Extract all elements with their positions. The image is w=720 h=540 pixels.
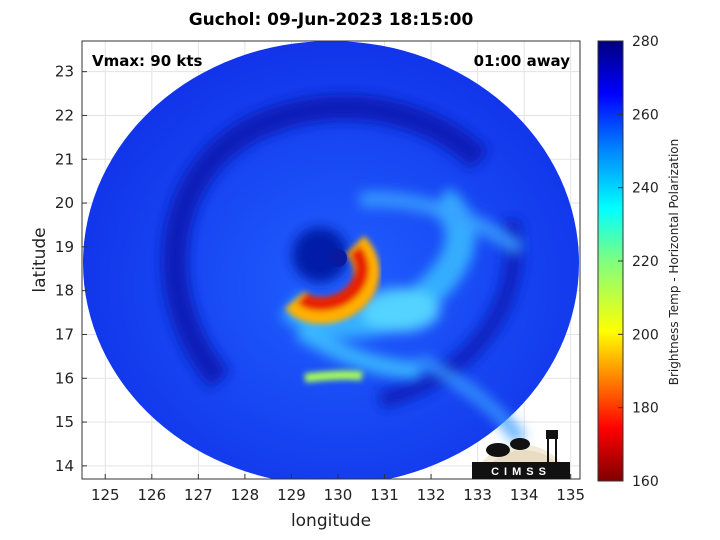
- y-tick-label: 14: [55, 457, 74, 475]
- colorbar: 160 180 200 220 240 260 280: [597, 34, 659, 490]
- microwave-swath: [83, 41, 579, 479]
- colorbar-tick-label: 180: [632, 401, 659, 417]
- y-axis-label: latitude: [30, 227, 50, 293]
- storm-eye: [329, 249, 347, 267]
- x-tick-label: 133: [463, 486, 492, 504]
- cimss-logo-text: CIMSS: [491, 466, 551, 478]
- y-tick-label: 20: [55, 194, 74, 212]
- x-tick-label: 134: [510, 486, 539, 504]
- x-tick-label: 131: [370, 486, 399, 504]
- colorbar-tick-label: 240: [632, 181, 659, 197]
- vmax-annotation: Vmax: 90 kts: [92, 52, 203, 70]
- eyewall: [285, 235, 380, 383]
- x-tick-label: 130: [324, 486, 353, 504]
- axes-frame: [81, 40, 581, 480]
- x-tick-label: 127: [184, 486, 213, 504]
- x-tick-label: 132: [417, 486, 446, 504]
- x-tick-label: 125: [91, 486, 120, 504]
- x-tick-label: 135: [556, 486, 585, 504]
- y-axis: 14 15 16 17 18 19 20 21 22 23: [55, 63, 87, 475]
- y-tick-label: 15: [55, 413, 74, 431]
- colorbar-tick-label: 280: [632, 34, 659, 50]
- colorbar-tick-label: 200: [632, 327, 659, 343]
- x-tick-label: 129: [277, 486, 306, 504]
- colorbar-ticks: 160 180 200 220 240 260 280: [618, 34, 659, 490]
- y-tick-label: 19: [55, 238, 74, 256]
- y-tick-label: 18: [55, 282, 74, 300]
- y-tick-label: 23: [55, 63, 74, 81]
- y-tick-label: 21: [55, 150, 74, 168]
- x-axis-label: longitude: [290, 511, 372, 531]
- y-tick-label: 17: [55, 325, 74, 343]
- time-annotation: 01:00 away: [473, 52, 570, 70]
- colorbar-tick-label: 220: [632, 254, 659, 270]
- x-axis: 125 126 127 128 129 130 131 132 133 134 135: [91, 474, 585, 504]
- x-tick-label: 128: [231, 486, 260, 504]
- x-tick-label: 126: [137, 486, 166, 504]
- y-tick-label: 22: [55, 106, 74, 124]
- y-tick-label: 16: [55, 369, 74, 387]
- colorbar-tick-label: 260: [632, 107, 659, 123]
- cimss-logo: CIMSS: [472, 430, 570, 479]
- colorbar-tick-label: 160: [632, 474, 659, 490]
- chart-title: Guchol: 09-Jun-2023 18:15:00: [188, 10, 474, 30]
- colorbar-label: Brightness Temp - Horizontal Polarizatio…: [667, 138, 681, 386]
